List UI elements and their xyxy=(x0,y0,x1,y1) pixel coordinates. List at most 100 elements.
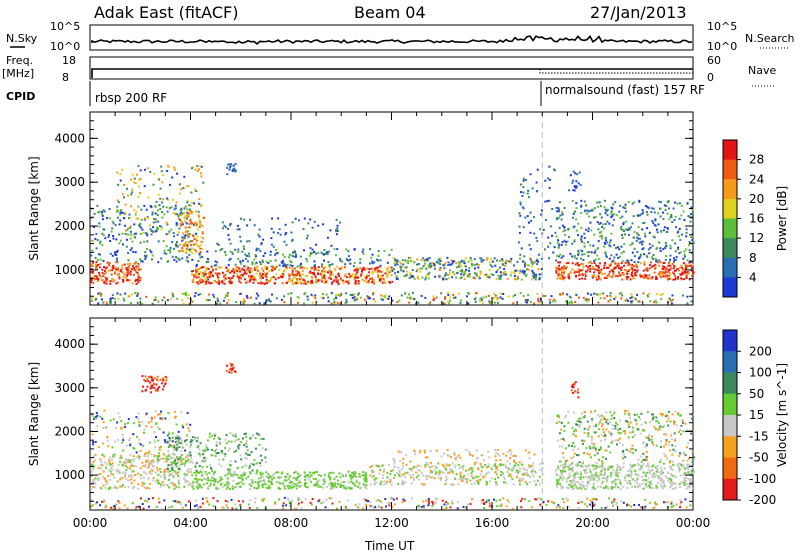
heatmap-cell xyxy=(216,274,219,276)
heatmap-cell xyxy=(139,443,142,446)
heatmap-cell xyxy=(587,210,590,213)
heatmap-cell xyxy=(560,243,563,246)
heatmap-cell xyxy=(381,464,384,467)
heatmap-cell xyxy=(124,229,127,232)
heatmap-cell xyxy=(128,439,131,442)
heatmap-cell xyxy=(350,477,353,480)
heatmap-cell xyxy=(524,261,526,264)
heatmap-cell xyxy=(567,505,570,508)
heatmap-cell xyxy=(300,474,303,477)
heatmap-cell xyxy=(189,451,192,454)
heatmap-cell xyxy=(433,267,436,270)
heatmap-cell xyxy=(487,465,490,468)
heatmap-cell xyxy=(306,298,309,301)
heatmap-cell xyxy=(271,478,274,481)
heatmap-cell xyxy=(487,463,490,466)
heatmap-cell xyxy=(90,499,93,502)
heatmap-cell xyxy=(137,268,140,271)
heatmap-cell xyxy=(677,235,680,238)
heatmap-cell xyxy=(353,471,356,473)
heatmap-cell xyxy=(598,278,601,281)
heatmap-cell xyxy=(148,463,151,466)
heatmap-cell xyxy=(113,453,116,456)
heatmap-cell xyxy=(200,203,203,206)
heatmap-cell xyxy=(207,260,210,263)
heatmap-cell xyxy=(102,259,105,262)
heatmap-cell xyxy=(531,262,534,265)
heatmap-cell xyxy=(118,223,121,226)
heatmap-cell xyxy=(107,236,110,238)
heatmap-cell xyxy=(191,300,194,303)
heatmap-cell xyxy=(154,410,157,413)
heatmap-cell xyxy=(611,260,613,263)
heatmap-cell xyxy=(643,261,646,264)
heatmap-cell xyxy=(329,272,331,275)
heatmap-cell xyxy=(397,271,399,273)
heatmap-cell xyxy=(416,268,419,271)
heatmap-cell xyxy=(578,171,581,174)
heatmap-cell xyxy=(159,445,162,448)
heatmap-cell xyxy=(382,474,385,477)
heatmap-cell xyxy=(362,266,365,269)
heatmap-cell xyxy=(101,279,104,282)
heatmap-cell xyxy=(150,425,153,428)
heatmap-cell xyxy=(384,294,387,297)
heatmap-cell xyxy=(622,206,625,209)
heatmap-cell xyxy=(339,302,342,305)
heatmap-cell xyxy=(136,301,139,304)
heatmap-cell xyxy=(677,276,679,278)
heatmap-cell xyxy=(619,217,622,219)
heatmap-cell xyxy=(176,440,178,443)
heatmap-cell xyxy=(159,458,162,460)
heatmap-cell xyxy=(525,273,528,276)
heatmap-cell xyxy=(168,183,171,186)
heatmap-cell xyxy=(574,172,577,175)
heatmap-cell xyxy=(298,485,301,488)
heatmap-cell xyxy=(374,270,377,273)
heatmap-cell xyxy=(449,506,452,509)
heatmap-cell xyxy=(663,501,665,504)
heatmap-cell xyxy=(132,446,135,449)
heatmap-cell xyxy=(678,252,681,255)
heatmap-cell xyxy=(125,444,128,447)
colorbar-segment xyxy=(723,179,737,200)
heatmap-cell xyxy=(642,269,645,272)
heatmap-cell xyxy=(236,272,239,275)
heatmap-cell xyxy=(152,497,155,500)
heatmap-cell xyxy=(114,485,116,488)
heatmap-cell xyxy=(635,270,638,273)
heatmap-cell xyxy=(129,460,132,463)
heatmap-cell xyxy=(456,266,459,269)
heatmap-cell xyxy=(487,499,490,502)
heatmap-cell xyxy=(584,275,587,278)
heatmap-cell xyxy=(530,219,533,222)
heatmap-cell xyxy=(165,470,168,473)
heatmap-cell xyxy=(115,259,118,262)
heatmap-cell xyxy=(649,246,652,249)
heatmap-cell xyxy=(92,485,94,488)
heatmap-cell xyxy=(523,255,526,258)
heatmap-cell xyxy=(133,267,136,269)
heatmap-cell xyxy=(132,181,135,184)
heatmap-cell xyxy=(156,466,158,469)
heatmap-cell xyxy=(108,469,111,472)
heatmap-cell xyxy=(246,268,249,271)
heatmap-cell xyxy=(692,271,695,274)
heatmap-cell xyxy=(244,253,247,256)
heatmap-cell xyxy=(118,469,121,472)
heatmap-cell xyxy=(179,503,182,506)
heatmap-cell xyxy=(392,498,395,501)
heatmap-cell xyxy=(449,296,452,299)
heatmap-cell xyxy=(160,170,163,173)
heatmap-cell xyxy=(93,275,96,277)
heatmap-cell xyxy=(150,473,153,475)
heatmap-cell xyxy=(150,387,153,389)
heatmap-cell xyxy=(668,218,671,221)
heatmap-cell xyxy=(551,300,554,303)
heatmap-cell xyxy=(571,268,574,271)
heatmap-cell xyxy=(254,497,257,500)
heatmap-cell xyxy=(208,275,211,278)
heatmap-cell xyxy=(150,251,153,254)
heatmap-cell xyxy=(678,227,681,230)
